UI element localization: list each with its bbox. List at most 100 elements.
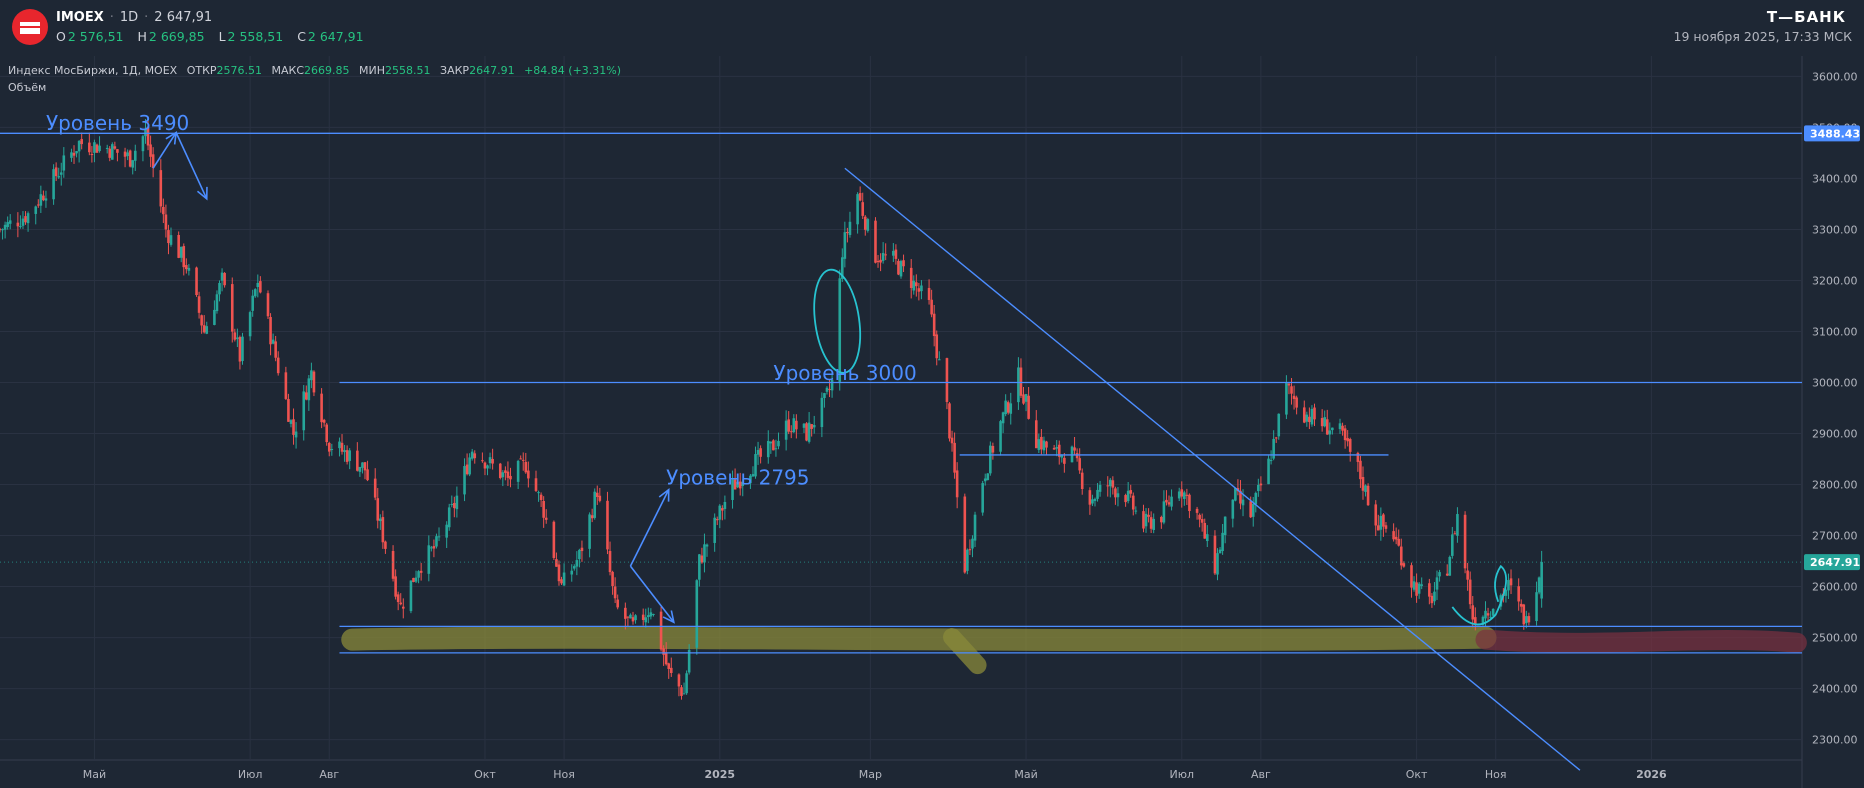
candle-body <box>373 478 377 498</box>
y-tick-label: 2500.00 <box>1812 632 1858 645</box>
candle-body <box>1448 556 1452 576</box>
candle-body <box>1504 589 1508 596</box>
candle-body <box>731 479 734 500</box>
candle-body <box>909 267 913 288</box>
candle-body <box>805 423 808 441</box>
candle-body <box>838 278 842 382</box>
candle-body <box>542 500 545 518</box>
candle-body <box>330 448 334 450</box>
candle-body <box>1017 367 1020 403</box>
candle-body <box>230 284 234 332</box>
arrow-down-head <box>196 186 208 201</box>
candle-body <box>356 450 359 471</box>
candle-body <box>1167 502 1171 505</box>
candle-body <box>468 457 471 475</box>
y-tick-label: 3400.00 <box>1812 172 1858 185</box>
candle-body <box>1272 438 1275 459</box>
candle-body <box>593 491 597 518</box>
candle-body <box>1170 496 1173 507</box>
candle-body <box>1180 489 1184 497</box>
symbol: IMOEX <box>56 10 104 25</box>
candle-body <box>544 517 548 520</box>
candle-body <box>595 492 599 497</box>
candle-body <box>327 442 331 452</box>
candle-body <box>649 612 653 617</box>
candle-body <box>884 254 887 256</box>
trendline <box>844 167 1581 771</box>
candle-body <box>223 273 226 286</box>
candle-body <box>1377 525 1380 531</box>
candle-body <box>664 652 668 665</box>
candle-body <box>1160 516 1163 523</box>
candle-body <box>863 216 867 230</box>
candle-body <box>1302 407 1306 423</box>
candle-body <box>113 146 117 149</box>
candle-body <box>1484 610 1487 619</box>
candle-body <box>164 214 168 230</box>
candle-body <box>42 195 45 201</box>
candle-body <box>680 687 683 696</box>
legend-title: Индекс МосБиржи, 1Д, MOEX <box>8 64 178 77</box>
candle-body <box>527 470 530 479</box>
x-tick-label: Мар <box>859 768 882 781</box>
candle-body <box>598 495 602 501</box>
candle-body <box>200 315 203 326</box>
candle-body <box>8 220 12 224</box>
candle-body <box>1001 412 1005 424</box>
candle-body <box>685 673 688 694</box>
candle-body <box>1024 394 1028 402</box>
x-tick-label: Авг <box>1251 768 1271 781</box>
candle-body <box>1328 430 1332 435</box>
candle-body <box>205 326 209 334</box>
candle-body <box>238 337 242 362</box>
candle-body <box>59 172 63 175</box>
candle-body <box>414 577 418 582</box>
y-tick-label: 2800.00 <box>1812 479 1858 492</box>
legend-low-value: 2558.51 <box>385 64 431 77</box>
candle-body <box>1037 439 1041 450</box>
candle-body <box>491 458 494 464</box>
candle-body <box>146 126 150 146</box>
candle-body <box>766 440 770 458</box>
candle-body <box>519 458 522 460</box>
candle-body <box>1213 535 1217 574</box>
candle-body <box>34 206 38 214</box>
x-tick-label: Ноя <box>553 768 575 781</box>
candle-body <box>72 152 76 156</box>
highlight-circle-peak <box>813 268 862 374</box>
candle-body <box>1305 414 1309 422</box>
candle-body <box>917 288 921 292</box>
candle-body <box>289 420 293 424</box>
candle-body <box>1177 491 1181 499</box>
candle-body <box>1481 616 1485 625</box>
candle-body <box>590 515 594 519</box>
candle-body <box>677 674 681 687</box>
candle-body <box>1356 452 1360 462</box>
highlight-stroke-tail <box>943 628 987 675</box>
candle-body <box>861 202 865 216</box>
candle-body <box>396 594 400 603</box>
candle-body <box>1274 437 1278 439</box>
candle-body <box>1223 516 1227 536</box>
candle-body <box>241 336 244 361</box>
candle-body <box>343 450 346 453</box>
candle-body <box>236 337 239 340</box>
candle-body <box>179 246 183 258</box>
candle-body <box>1218 549 1222 554</box>
candle-body <box>251 295 254 311</box>
price-tag-label: 3488.43 <box>1810 127 1860 140</box>
candle-body <box>772 440 775 451</box>
candle-body <box>703 544 706 563</box>
arrow-up-small <box>152 132 177 169</box>
y-tick-label: 3000.00 <box>1812 376 1858 389</box>
candle-body <box>52 169 55 200</box>
candle-body <box>629 614 632 619</box>
candle-body <box>213 309 216 325</box>
candle-body <box>1489 616 1492 618</box>
y-tick-label: 2700.00 <box>1812 530 1858 543</box>
candle-body <box>1287 383 1291 386</box>
